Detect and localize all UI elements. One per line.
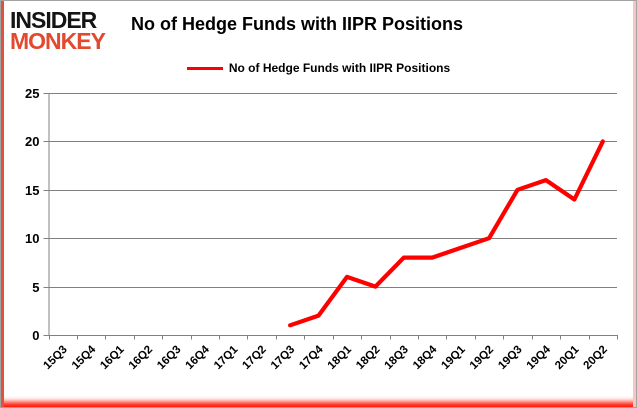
x-tick-label: 18Q2: [354, 344, 382, 372]
x-tick-label: 15Q3: [41, 344, 69, 372]
x-tick-label: 17Q4: [297, 343, 326, 372]
x-tick-label: 17Q2: [240, 344, 268, 372]
y-tick-label: 5: [32, 280, 39, 295]
chart-title: No of Hedge Funds with IIPR Positions: [131, 14, 463, 34]
x-tick-label: 18Q4: [411, 343, 440, 372]
logo-text-insider: INSIDER: [10, 7, 97, 33]
x-tick-label: 17Q1: [212, 343, 241, 372]
legend: No of Hedge Funds with IIPR Positions: [1, 61, 636, 75]
x-tick-label: 15Q4: [70, 343, 99, 372]
y-tick-label: 10: [25, 231, 39, 246]
x-tick-label: 19Q1: [439, 343, 468, 372]
x-tick-label: 16Q2: [127, 344, 155, 372]
y-tick-label: 0: [32, 328, 39, 343]
x-tick-label: 16Q4: [184, 343, 213, 372]
x-tick-label: 20Q1: [553, 343, 582, 372]
y-tick-label: 20: [25, 134, 39, 149]
insider-monkey-logo: INSIDER MONKEY: [10, 7, 106, 55]
x-tick-label: 17Q3: [269, 344, 297, 372]
legend-line-swatch: [186, 66, 223, 70]
x-tick-label: 18Q3: [383, 344, 411, 372]
series-line: [288, 139, 605, 328]
x-tick-label: 19Q3: [496, 344, 524, 372]
logo-text-monkey: MONKEY: [10, 28, 106, 55]
x-tick-label: 18Q1: [326, 343, 355, 372]
y-tick-label: 25: [25, 86, 39, 101]
x-tick-label: 19Q4: [525, 343, 554, 372]
x-tick-label: 20Q2: [582, 344, 610, 372]
x-tick-label: 16Q3: [155, 344, 183, 372]
x-tick-label: 16Q1: [98, 343, 127, 372]
y-tick-label: 15: [25, 183, 39, 198]
x-tick-label: 19Q2: [468, 344, 496, 372]
legend-label: No of Hedge Funds with IIPR Positions: [228, 61, 451, 75]
